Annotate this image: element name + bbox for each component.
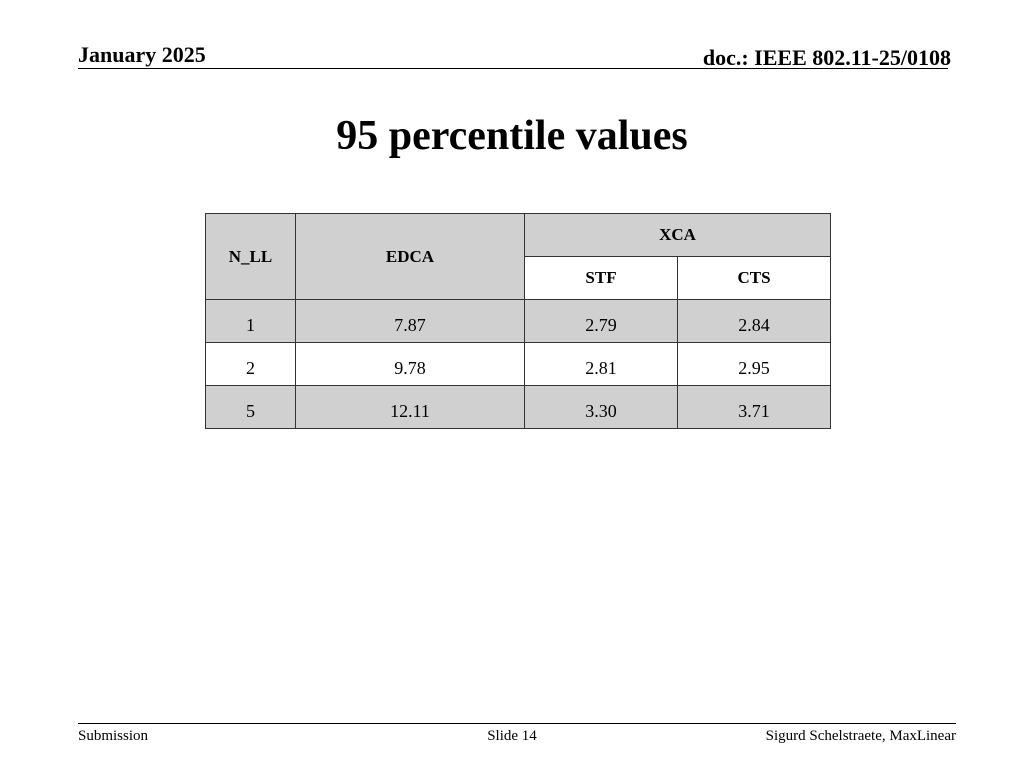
table-cell: 12.11 bbox=[295, 385, 525, 429]
table-cell: 2 bbox=[205, 342, 296, 386]
table-cell: 2.79 bbox=[524, 299, 678, 343]
header-cell: STF bbox=[524, 256, 678, 300]
table-body: 1 7.87 2.79 2.84 2 9.78 2.81 2.95 5 12.11 3.30 3.71 bbox=[205, 299, 831, 429]
header-cell: CTS bbox=[677, 256, 831, 300]
table-cell: 2.84 bbox=[677, 299, 831, 343]
table-cell: 7.87 bbox=[295, 299, 525, 343]
table-row: 5 12.11 3.30 3.71 bbox=[205, 385, 831, 429]
header-rule bbox=[78, 68, 948, 69]
table-cell: 1 bbox=[205, 299, 296, 343]
table-cell: 2.81 bbox=[524, 342, 678, 386]
table-row: 2 9.78 2.81 2.95 bbox=[205, 342, 831, 386]
table-cell: 5 bbox=[205, 385, 296, 429]
table-cell: 9.78 bbox=[295, 342, 525, 386]
header-cell: EDCA bbox=[295, 213, 525, 300]
table: N_LL EDCA XCA STF CTS 1 7.87 2.79 2.84 2 9.78… bbox=[205, 213, 831, 429]
title: 95 percentile values bbox=[336, 113, 688, 159]
footer-rule bbox=[78, 723, 956, 724]
footer-right: Sigurd Schelstraete, MaxLinear bbox=[765, 728, 956, 744]
table-cell: 2.95 bbox=[677, 342, 831, 386]
header-doc: doc.: IEEE 802.11-25/0108 bbox=[702, 45, 951, 70]
footer-left: Submission bbox=[78, 728, 149, 744]
table-row: 1 7.87 2.79 2.84 bbox=[205, 299, 831, 343]
header-cell: N_LL bbox=[205, 213, 296, 300]
header-cell: XCA bbox=[524, 213, 831, 257]
header-date: January 2025 bbox=[78, 42, 206, 67]
table-cell: 3.71 bbox=[677, 385, 831, 429]
footer-center: Slide 14 bbox=[487, 728, 537, 744]
table-cell: 3.30 bbox=[524, 385, 678, 429]
